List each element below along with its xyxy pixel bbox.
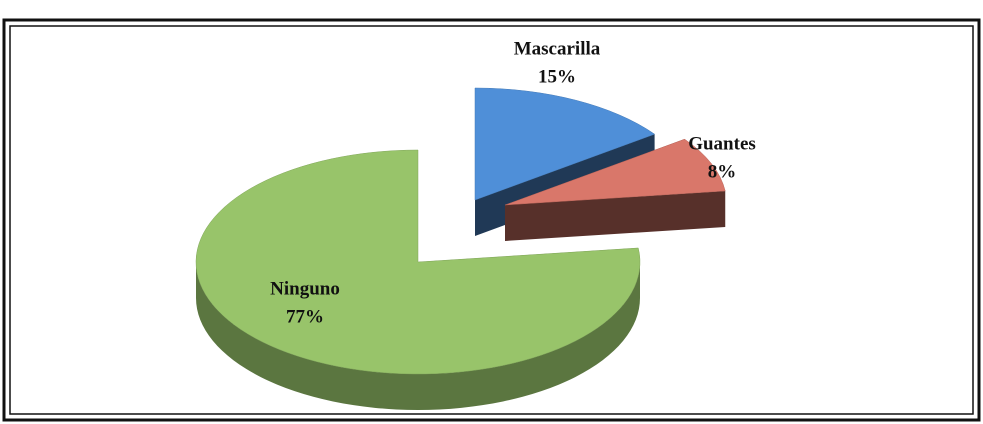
slice-value-label: 8% — [708, 161, 737, 182]
slice-label: Guantes — [688, 133, 756, 154]
slice — [504, 138, 726, 206]
slice-label: Ninguno — [270, 278, 340, 299]
slice — [195, 149, 641, 375]
slice — [474, 87, 656, 201]
slice-side — [196, 262, 640, 410]
frame-inner — [9, 25, 974, 415]
slice-label: Mascarilla — [514, 38, 601, 59]
slice-value-label: 15% — [538, 66, 576, 87]
slice-value-label: 77% — [286, 306, 324, 327]
slice-face — [505, 190, 726, 241]
